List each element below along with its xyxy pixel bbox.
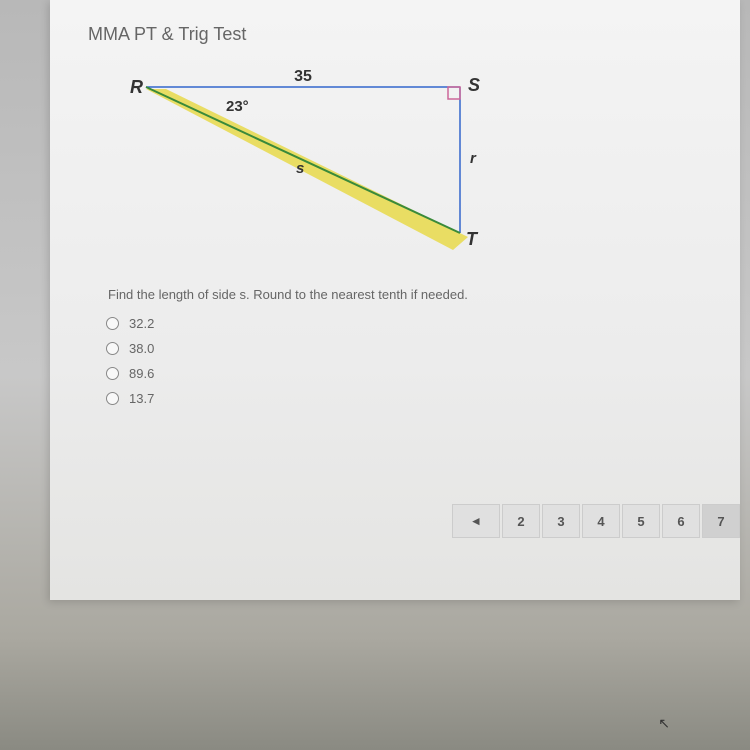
option-2[interactable]: 38.0 [106,341,740,356]
nav-page-6[interactable]: 6 [662,504,700,538]
question-text: Find the length of side s. Round to the … [108,287,740,302]
test-title: MMA PT & Trig Test [88,24,740,45]
nav-prev-button[interactable]: ◂ [452,504,500,538]
right-angle-marker [448,87,460,99]
nav-page-5[interactable]: 5 [622,504,660,538]
cursor-icon: ↖ [658,715,670,732]
nav-page-3[interactable]: 3 [542,504,580,538]
nav-page-4[interactable]: 4 [582,504,620,538]
pagination-nav: ◂ 2 3 4 5 6 7 [450,504,740,538]
vertex-s-label: S [468,75,480,95]
triangle-svg: R S T 35 23° s r [108,65,528,265]
option-3[interactable]: 89.6 [106,366,740,381]
radio-icon[interactable] [106,367,119,380]
options-group: 32.2 38.0 89.6 13.7 [106,316,740,406]
option-4[interactable]: 13.7 [106,391,740,406]
angle-label: 23° [226,98,249,115]
vertex-r-label: R [130,77,143,97]
option-1[interactable]: 32.2 [106,316,740,331]
radio-icon[interactable] [106,392,119,405]
right-side-label: r [470,150,477,167]
radio-icon[interactable] [106,317,119,330]
nav-page-2[interactable]: 2 [502,504,540,538]
highlight-stroke [146,89,468,250]
option-label: 38.0 [129,341,154,356]
radio-icon[interactable] [106,342,119,355]
nav-page-7[interactable]: 7 [702,504,740,538]
triangle-diagram: R S T 35 23° s r [108,65,528,265]
option-label: 13.7 [129,391,154,406]
option-label: 32.2 [129,316,154,331]
top-side-label: 35 [294,68,312,85]
option-label: 89.6 [129,366,154,381]
vertex-t-label: T [466,229,479,249]
test-page: MMA PT & Trig Test R S T 35 23° s r Find… [50,0,740,600]
hypotenuse-label: s [296,160,304,177]
